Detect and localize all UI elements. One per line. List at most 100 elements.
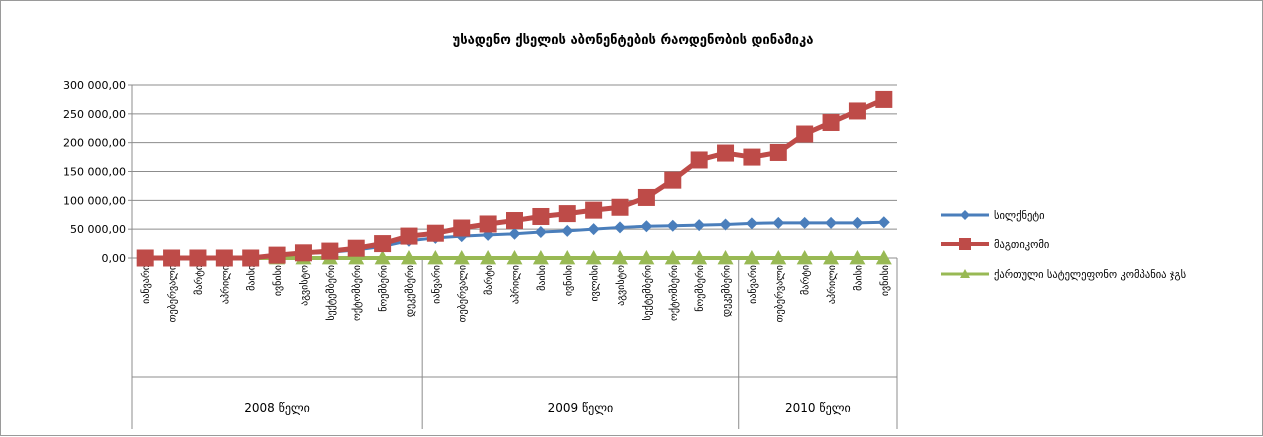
- x-tick-label: ოქტომბერი: [668, 265, 680, 321]
- data-point: [664, 250, 681, 265]
- data-point: [690, 151, 708, 169]
- x-tick-label: თებერვალი: [457, 265, 469, 322]
- data-point: [559, 250, 576, 265]
- x-tick-label: სექტემბერი: [325, 265, 337, 321]
- chart-title: უსადენო ქსელის აბონენტების რაოდენობის დი…: [453, 33, 814, 48]
- x-tick-label: აპრილი: [219, 265, 231, 304]
- x-tick-label: მაისი: [852, 265, 864, 291]
- data-point: [825, 216, 838, 229]
- x-tick-label: მარტი: [800, 265, 812, 295]
- x-tick-label: აგვისტო: [615, 265, 627, 306]
- data-point: [427, 250, 444, 265]
- x-tick-label: აგვისტო: [298, 265, 310, 306]
- legend-label: სილქნეტი: [994, 210, 1045, 222]
- data-point: [268, 246, 286, 264]
- data-point: [321, 242, 339, 260]
- data-point: [611, 198, 629, 216]
- data-point: [693, 219, 706, 232]
- data-point: [875, 250, 892, 265]
- data-point: [743, 250, 760, 265]
- legend: სილქნეტი მაგთიკომი ქართული სატელეფონო კომპ…: [941, 210, 1186, 281]
- year-group-label: 2008 წელი: [244, 401, 310, 415]
- y-tick-label: 300 000,00: [63, 79, 126, 92]
- data-point: [851, 216, 864, 229]
- data-point: [587, 223, 600, 236]
- data-point: [163, 249, 181, 267]
- data-point: [719, 218, 732, 231]
- data-point: [136, 249, 154, 267]
- series-2: [136, 90, 893, 267]
- legend-marker: [960, 210, 970, 220]
- data-point: [612, 250, 629, 265]
- legend-label: მაგთიკომი: [994, 239, 1049, 251]
- data-point: [848, 102, 866, 120]
- legend-marker: [960, 269, 970, 278]
- grid-lines: [132, 84, 897, 259]
- data-point: [506, 250, 523, 265]
- x-tick-label: მაისი: [246, 265, 258, 291]
- data-point: [822, 113, 840, 131]
- y-tick-label: 200 000,00: [63, 137, 126, 150]
- x-tick-label: იანვარი: [140, 265, 152, 304]
- x-tick-label: ოქტომბერი: [351, 265, 363, 321]
- data-point: [479, 215, 497, 233]
- data-point: [745, 217, 758, 230]
- x-tick-label: ივნისი: [562, 265, 574, 296]
- x-tick-label: დეკემბერი: [404, 265, 416, 317]
- x-tick-label: ივლისი: [589, 265, 601, 302]
- data-point: [400, 250, 417, 265]
- year-group-label: 2010 წელი: [785, 401, 851, 415]
- data-point: [400, 227, 418, 245]
- data-point: [666, 219, 679, 232]
- data-point: [717, 144, 735, 162]
- data-point: [294, 244, 312, 262]
- data-point: [772, 216, 785, 229]
- x-tick-label: აპრილი: [510, 265, 522, 304]
- y-tick-label: 250 000,00: [63, 108, 126, 121]
- x-tick-label: თებერვალი: [167, 265, 179, 322]
- data-point: [426, 224, 444, 242]
- data-point: [769, 143, 787, 161]
- data-point: [743, 148, 761, 166]
- data-point: [638, 250, 655, 265]
- x-tick-label: ივნისი: [879, 265, 891, 296]
- y-axis: 0,00 50 000,00 100 000,00 150 000,00 200 000…: [63, 79, 133, 265]
- y-tick-label: 50 000,00: [70, 223, 126, 236]
- data-point: [374, 235, 392, 253]
- data-point: [347, 239, 365, 257]
- x-tick-label: ნოემბერი: [378, 265, 390, 312]
- x-tick-label: აპრილი: [826, 265, 838, 304]
- data-point: [534, 226, 547, 239]
- data-point: [770, 250, 787, 265]
- data-point: [796, 125, 814, 143]
- data-point: [691, 250, 708, 265]
- data-point: [189, 249, 207, 267]
- y-tick-label: 150 000,00: [63, 166, 126, 179]
- data-point: [532, 250, 549, 265]
- x-axis: იანვარი თებერვალი მარტი აპრილი მაისი ივნისი აგ…: [131, 257, 898, 429]
- data-point: [508, 227, 521, 240]
- x-tick-label: მაისი: [536, 265, 548, 291]
- x-tick-label: მარტი: [193, 265, 205, 295]
- data-point: [348, 250, 365, 265]
- x-tick-label: ივნისი: [272, 265, 284, 296]
- x-tick-label: დეკემბერი: [721, 265, 733, 317]
- data-point: [875, 90, 893, 108]
- y-tick-label: 100 000,00: [63, 194, 126, 207]
- x-tick-label: ნოემბერი: [694, 265, 706, 312]
- data-point: [664, 171, 682, 189]
- data-point: [374, 250, 391, 265]
- data-point: [796, 250, 813, 265]
- data-point: [637, 188, 655, 206]
- x-tick-label: იანვარი: [747, 265, 759, 304]
- data-point: [453, 219, 471, 237]
- x-tick-label: სექტემბერი: [641, 265, 653, 321]
- year-group-label: 2009 წელი: [548, 401, 614, 415]
- data-point: [242, 249, 260, 267]
- series-group: [136, 90, 893, 267]
- data-point: [849, 250, 866, 265]
- data-point: [561, 224, 574, 237]
- data-point: [640, 220, 653, 233]
